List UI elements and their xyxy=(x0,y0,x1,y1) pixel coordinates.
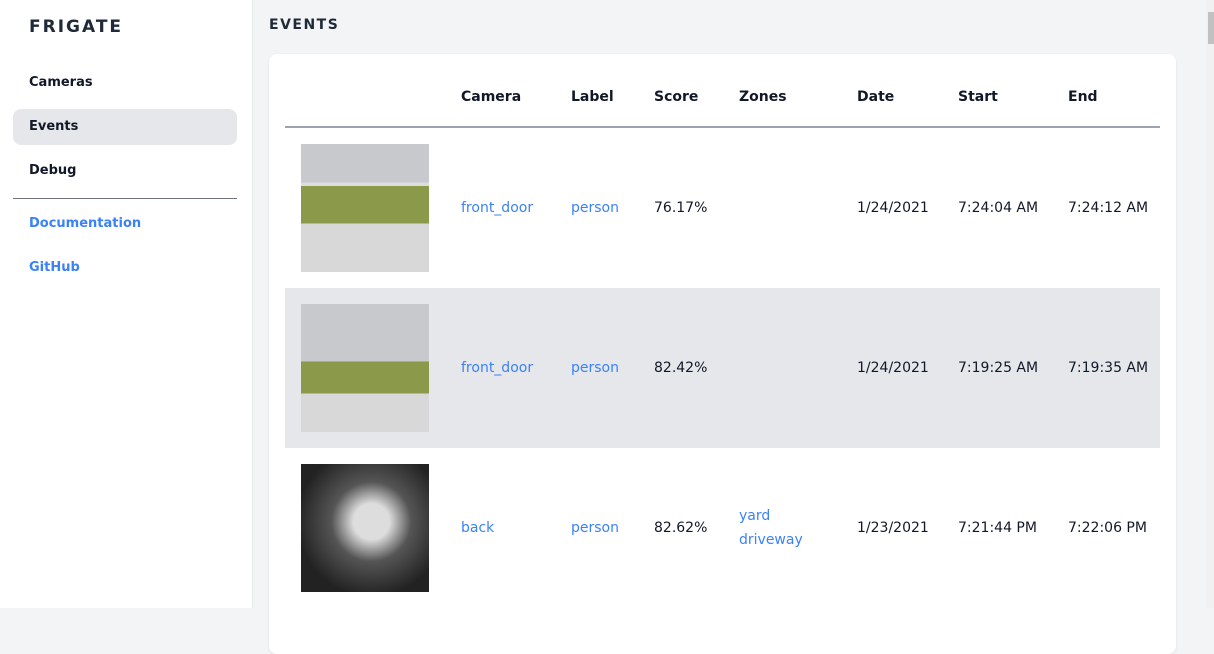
camera-link[interactable]: front_door xyxy=(461,360,534,376)
header-label: Label xyxy=(571,89,614,105)
end-cell: 7:24:12 AM xyxy=(1068,200,1149,216)
zone-link[interactable]: driveway xyxy=(739,532,803,548)
label-link[interactable]: person xyxy=(571,200,619,216)
page-title: EVENTS xyxy=(269,17,340,33)
event-thumbnail[interactable] xyxy=(301,464,429,592)
header-date: Date xyxy=(857,89,895,105)
events-table: Camera Label Score Zones Date Start End … xyxy=(269,54,1176,654)
sidebar-item-cameras[interactable]: Cameras xyxy=(29,75,93,90)
start-cell: 7:21:44 PM xyxy=(958,520,1037,536)
table-row[interactable]: front_door person 82.42% 1/24/2021 7:19:… xyxy=(285,288,1160,448)
header-divider xyxy=(285,126,1160,128)
start-cell: 7:24:04 AM xyxy=(958,200,1039,216)
scrollbar-thumb[interactable] xyxy=(1208,12,1214,44)
date-cell: 1/24/2021 xyxy=(857,200,929,216)
sidebar: FRIGATE Cameras Events Debug Documentati… xyxy=(0,0,253,608)
score-cell: 82.42% xyxy=(654,360,708,376)
sidebar-item-events[interactable]: Events xyxy=(13,109,237,145)
header-zones: Zones xyxy=(739,89,787,105)
end-cell: 7:19:35 AM xyxy=(1068,360,1149,376)
table-row[interactable]: front_door person 76.17% 1/24/2021 7:24:… xyxy=(285,128,1160,288)
header-camera: Camera xyxy=(461,89,522,105)
zones-cell: yard driveway xyxy=(739,448,803,608)
date-cell: 1/23/2021 xyxy=(857,520,929,536)
start-cell: 7:19:25 AM xyxy=(958,360,1039,376)
event-thumbnail[interactable] xyxy=(301,144,429,272)
sidebar-link-documentation[interactable]: Documentation xyxy=(29,216,142,231)
scrollbar[interactable] xyxy=(1206,0,1214,608)
camera-link[interactable]: back xyxy=(461,520,495,536)
table-row[interactable]: back person 82.62% yard driveway 1/23/20… xyxy=(285,448,1160,608)
sidebar-link-github[interactable]: GitHub xyxy=(29,260,80,275)
header-start: Start xyxy=(958,89,998,105)
sidebar-divider xyxy=(13,198,237,199)
camera-link[interactable]: front_door xyxy=(461,200,534,216)
label-link[interactable]: person xyxy=(571,360,619,376)
score-cell: 76.17% xyxy=(654,200,708,216)
score-cell: 82.62% xyxy=(654,520,708,536)
zone-link[interactable]: yard xyxy=(739,508,771,524)
label-link[interactable]: person xyxy=(571,520,619,536)
header-end: End xyxy=(1068,89,1098,105)
brand-logo: FRIGATE xyxy=(29,17,124,37)
end-cell: 7:22:06 PM xyxy=(1068,520,1147,536)
sidebar-item-debug[interactable]: Debug xyxy=(29,163,77,178)
event-thumbnail[interactable] xyxy=(301,304,429,432)
date-cell: 1/24/2021 xyxy=(857,360,929,376)
header-score: Score xyxy=(654,89,699,105)
